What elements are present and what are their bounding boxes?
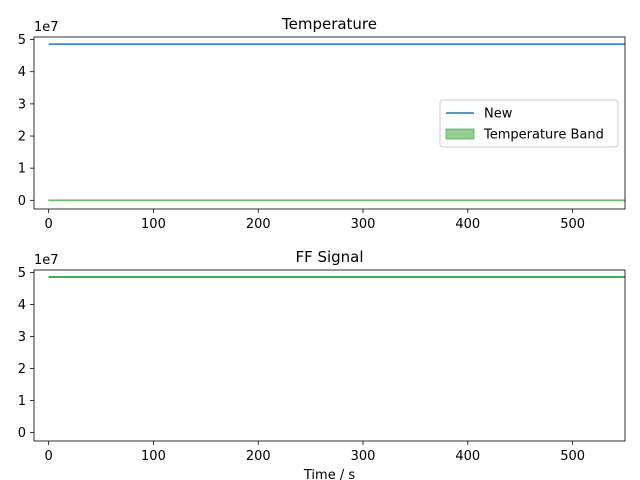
y-offset-label: 1e7 [34, 20, 59, 35]
y-tick-label: 4 [18, 298, 26, 313]
y-offset-label: 1e7 [34, 253, 59, 268]
chart-title: FF Signal [295, 248, 363, 266]
y-tick-label: 1 [18, 162, 26, 177]
y-tick-label: 5 [18, 33, 26, 48]
y-tick-label: 4 [18, 65, 26, 80]
ff-signal-axes: 0 100 200 300 400 500 0 1 2 3 4 5 1e7 FF Signal Time /… [18, 248, 626, 480]
axes-frame [33, 269, 626, 442]
x-tick-label: 0 [45, 449, 53, 464]
x-tick-label: 0 [45, 217, 53, 232]
legend-entry: Temperature Band [483, 128, 604, 143]
x-tick-label: 100 [141, 217, 166, 232]
x-axis-label: Time / s [303, 468, 355, 480]
y-tick-label: 2 [18, 130, 26, 145]
x-tick-label: 500 [560, 449, 585, 464]
x-tick-label: 300 [351, 449, 376, 464]
chart-title: Temperature [281, 15, 377, 33]
y-tick-label: 3 [18, 330, 26, 345]
y-tick-label: 0 [18, 426, 26, 441]
x-tick-label: 300 [351, 217, 376, 232]
legend-frame [439, 99, 619, 148]
y-tick-label: 0 [18, 194, 26, 209]
y-tick-label: 3 [18, 97, 26, 112]
legend: New Temperature Band [439, 99, 619, 148]
y-tick-label: 2 [18, 362, 26, 377]
temperature-axes: 0 100 200 300 400 500 0 1 2 3 4 5 1e7 Temperature New T… [18, 15, 626, 232]
axes-frame [33, 36, 626, 210]
x-tick-label: 100 [141, 449, 166, 464]
x-tick-label: 200 [246, 217, 271, 232]
x-tick-label: 200 [246, 449, 271, 464]
x-tick-label: 400 [455, 449, 480, 464]
legend-entry: New [484, 107, 513, 122]
x-tick-label: 400 [455, 217, 480, 232]
y-tick-label: 5 [18, 266, 26, 281]
x-tick-label: 500 [560, 217, 585, 232]
y-tick-label: 1 [18, 394, 26, 409]
temperature-band-band [48, 199, 625, 202]
legend-swatch-band [445, 128, 475, 140]
